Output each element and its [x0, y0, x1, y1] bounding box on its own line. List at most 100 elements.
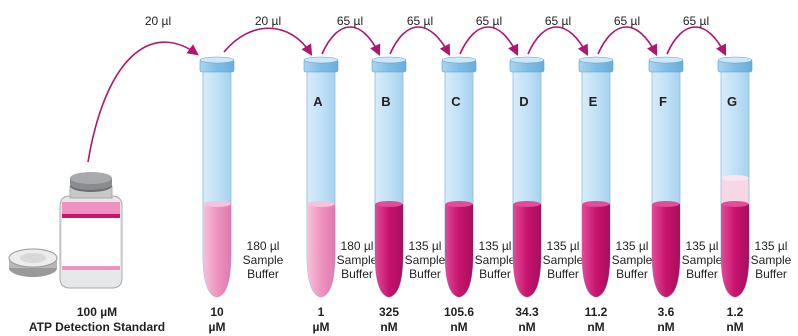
tube-concentration-value: 3.6 — [658, 305, 675, 319]
tube-liquid — [652, 204, 680, 297]
transfer-volume-label: 65 µl — [337, 14, 363, 28]
buffer-label-line1: Sample — [543, 253, 584, 267]
buffer-volume: 180 µl — [341, 239, 374, 253]
tube-liquid — [513, 204, 541, 297]
liquid-surface — [445, 201, 473, 207]
liquid-surface — [582, 201, 610, 207]
transfer-volume-label: 20 µl — [145, 14, 171, 28]
tube-letter: A — [313, 94, 323, 109]
transfer-volume-label: 65 µl — [476, 14, 502, 28]
tube-letter: E — [589, 94, 598, 109]
transfer-arrow — [389, 26, 451, 56]
tube-concentration-value: 10 — [210, 305, 224, 319]
buffer-label-line1: Sample — [682, 253, 723, 267]
tube-concentration-unit: µM — [209, 320, 226, 334]
transfer-volume-label: 65 µl — [614, 14, 640, 28]
tube-liquid — [307, 204, 335, 297]
tube-rim — [371, 56, 407, 64]
tube-concentration-unit: nM — [380, 320, 397, 334]
tube-letter: F — [659, 94, 667, 109]
transfer-volume-label: 65 µl — [683, 14, 709, 28]
tube-concentration-value: 1.2 — [727, 305, 744, 319]
transfer-arrows — [87, 26, 727, 163]
stock-concentration: 100 µM — [77, 305, 117, 319]
transfer-arrow — [666, 26, 727, 57]
buffer-volume: 135 µl — [479, 239, 512, 253]
tube-concentration-value: 34.3 — [515, 305, 539, 319]
buffer-volume: 135 µl — [616, 239, 649, 253]
transfer-volume-label: 65 µl — [545, 14, 571, 28]
tube-concentration-value: 105.6 — [444, 305, 474, 319]
buffer-label-line1: Sample — [612, 253, 653, 267]
tube-rim — [717, 56, 753, 64]
transfer-arrow — [597, 26, 658, 57]
buffer-label-line2: Buffer — [547, 267, 579, 281]
tube-rim — [441, 56, 477, 64]
transfer-arrow — [527, 26, 589, 56]
buffer-volume: 135 µl — [547, 239, 580, 253]
tube-letter: C — [451, 94, 461, 109]
tube-liquid — [582, 204, 610, 297]
transfer-labels: 20 µl 20 µl 65 µl 65 µl 65 µl 65 µl 65 µ… — [145, 14, 709, 28]
removed-liquid — [721, 178, 749, 204]
tube-concentration-unit: nM — [726, 320, 743, 334]
buffer-volume: 180 µl — [247, 239, 280, 253]
removed-liquid-surface — [721, 175, 749, 181]
transfer-arrow — [459, 26, 519, 57]
buffer-label-line2: Buffer — [616, 267, 648, 281]
vial-icon — [59, 172, 123, 289]
tube-concentration-value: 325 — [379, 305, 399, 319]
liquid-surface — [203, 201, 231, 207]
tube-concentration-unit: nM — [657, 320, 674, 334]
transfer-volume-label: 20 µl — [255, 14, 281, 28]
transfer-arrow — [87, 41, 199, 163]
vial-cap-icon — [8, 248, 58, 277]
tube-rim — [199, 56, 235, 64]
liquid-surface — [307, 201, 335, 207]
buffer-label-line2: Buffer — [686, 267, 718, 281]
transfer-arrow — [223, 27, 313, 56]
buffer-volume: 135 µl — [409, 239, 442, 253]
tube-concentration-unit: nM — [518, 320, 535, 334]
buffer-volume: 135 µl — [686, 239, 719, 253]
tube-concentration-value: 11.2 — [585, 305, 608, 319]
tube-concentration-value: 1 — [318, 305, 325, 319]
tube-liquid — [445, 204, 473, 297]
tube-liquid — [375, 204, 403, 297]
buffer-volume: 135 µl — [755, 239, 788, 253]
tube-concentration-unit: nM — [587, 320, 604, 334]
stock-name: ATP Detection Standard — [29, 320, 165, 334]
liquid-surface — [652, 201, 680, 207]
buffer-label-line2: Buffer — [247, 267, 279, 281]
buffer-label-line1: Sample — [405, 253, 446, 267]
tube-letter: G — [727, 94, 737, 109]
tube-letter: B — [381, 94, 390, 109]
tube-rim — [303, 56, 339, 64]
buffer-label-line2: Buffer — [755, 267, 787, 281]
liquid-surface — [721, 201, 749, 207]
tube-liquid — [203, 204, 231, 297]
tube-letter: D — [519, 94, 528, 109]
liquid-surface — [513, 201, 541, 207]
buffer-label-line2: Buffer — [341, 267, 373, 281]
transfer-volume-label: 65 µl — [407, 14, 433, 28]
tube-liquid — [721, 204, 749, 297]
buffer-label-line2: Buffer — [409, 267, 441, 281]
buffer-label-line1: Sample — [475, 253, 516, 267]
buffer-label-line1: Sample — [751, 253, 792, 267]
tube-concentration-unit: nM — [450, 320, 467, 334]
stock-vial — [8, 172, 123, 289]
tube-rim — [509, 56, 545, 64]
buffer-label-line2: Buffer — [479, 267, 511, 281]
tube-concentration-unit: µM — [313, 320, 330, 334]
